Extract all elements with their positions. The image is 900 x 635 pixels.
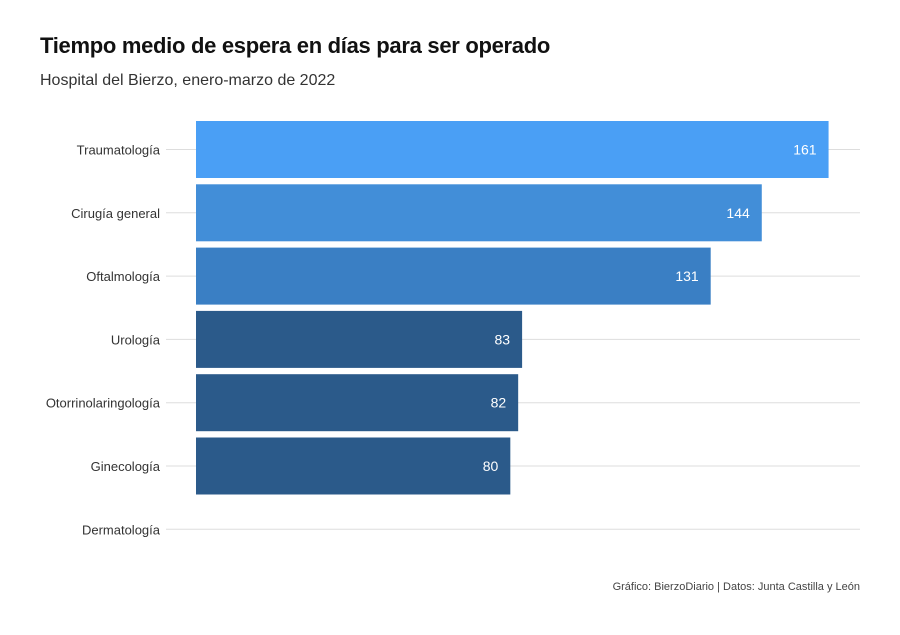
value-label: 161 bbox=[793, 142, 817, 158]
category-labels: Traumatología Cirugía general Oftalmología… bbox=[46, 143, 161, 538]
category-label: Traumatología bbox=[77, 143, 161, 158]
bar bbox=[196, 374, 519, 432]
chart-subtitle: Hospital del Bierzo, enero-marzo de 2022 bbox=[40, 72, 336, 89]
value-label: 131 bbox=[675, 268, 699, 284]
bar bbox=[196, 247, 711, 305]
bar bbox=[196, 310, 523, 368]
category-label: Ginecología bbox=[91, 459, 161, 474]
category-label: Otorrinolaringología bbox=[46, 396, 161, 411]
category-label: Urología bbox=[111, 332, 161, 347]
chart-title: Tiempo medio de espera en días para ser … bbox=[40, 33, 551, 58]
value-label: 83 bbox=[495, 331, 511, 347]
bar bbox=[196, 184, 762, 242]
chart-caption: Gráfico: BierzoDiario | Datos: Junta Cas… bbox=[612, 581, 860, 593]
bars bbox=[196, 121, 829, 495]
category-label: Oftalmología bbox=[86, 269, 160, 284]
value-label: 80 bbox=[483, 458, 499, 474]
value-labels: 161 144 131 83 82 80 bbox=[483, 142, 817, 475]
bar bbox=[196, 121, 829, 178]
category-label: Dermatología bbox=[82, 522, 161, 537]
category-label: Cirugía general bbox=[71, 206, 160, 221]
bar bbox=[196, 437, 511, 495]
value-label: 82 bbox=[491, 395, 507, 411]
value-label: 144 bbox=[726, 205, 750, 221]
